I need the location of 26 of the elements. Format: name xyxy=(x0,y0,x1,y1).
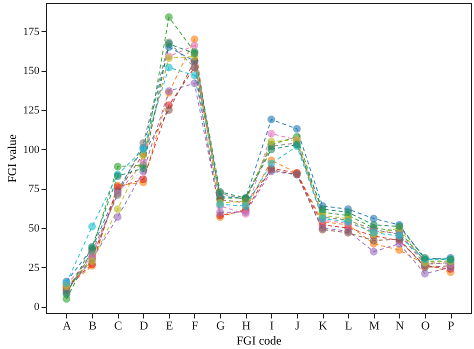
x-tick-label: N xyxy=(395,318,404,332)
y-tick-label: 125 xyxy=(23,104,40,117)
x-tick-label: I xyxy=(270,318,274,332)
x-tick-label: A xyxy=(62,318,72,332)
x-tick-label: L xyxy=(344,318,352,332)
x-tick-label: P xyxy=(448,318,455,332)
y-axis-title: FGI value xyxy=(5,134,19,183)
y-tick-label: 175 xyxy=(23,26,40,38)
x-tick-label: D xyxy=(139,318,148,332)
y-tick-label: 0 xyxy=(34,301,40,314)
x-tick-label: H xyxy=(242,318,251,332)
x-tick-label: C xyxy=(114,318,122,332)
x-tick-label: E xyxy=(166,318,174,332)
x-tick-label: M xyxy=(368,318,380,332)
x-axis-title: FGI code xyxy=(236,334,282,348)
y-tick-label: 50 xyxy=(28,222,40,235)
x-tick-label: B xyxy=(88,318,97,332)
y-tick-label: 75 xyxy=(28,183,40,196)
x-tick-label: G xyxy=(216,318,226,332)
y-tick-label: 25 xyxy=(28,262,40,274)
x-tick-label: K xyxy=(318,318,328,332)
x-tick-label: J xyxy=(295,318,300,332)
y-tick-label: 150 xyxy=(23,65,40,78)
x-tick-label: F xyxy=(192,318,199,332)
x-tick-label: O xyxy=(421,318,430,332)
y-tick-label: 100 xyxy=(23,144,40,156)
